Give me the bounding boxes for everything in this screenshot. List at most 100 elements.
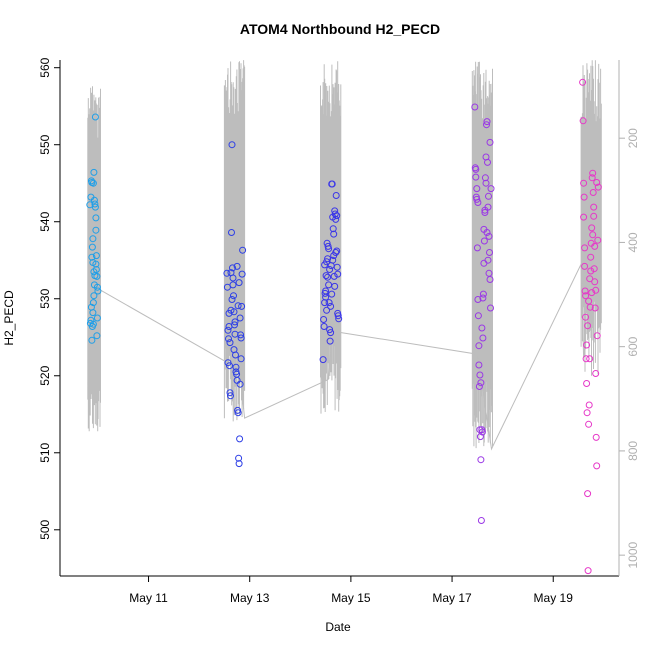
data-point <box>329 256 337 264</box>
data-point <box>592 433 600 441</box>
data-point <box>589 169 597 177</box>
data-point <box>481 209 489 216</box>
data-point <box>227 392 234 400</box>
data-point <box>232 368 240 376</box>
data-point <box>88 336 96 344</box>
data-point <box>320 316 328 323</box>
data-point <box>583 380 591 387</box>
data-point <box>230 346 238 354</box>
y-tick-label-left: 540 <box>38 211 52 231</box>
chart-title: ATOM4 Northbound H2_PECD <box>240 21 440 37</box>
data-point <box>91 200 99 208</box>
y-tick-label-left: 560 <box>38 57 52 77</box>
trace-burst <box>471 61 493 449</box>
y-tick-label-left: 530 <box>38 288 52 308</box>
data-point <box>92 260 100 268</box>
data-point <box>593 179 601 186</box>
data-point <box>329 225 337 233</box>
data-point <box>474 312 482 320</box>
data-point <box>91 272 99 280</box>
data-point <box>333 263 341 271</box>
data-point <box>233 262 241 270</box>
data-point <box>594 183 602 191</box>
data-point <box>330 272 338 280</box>
data-point <box>326 337 334 345</box>
data-point <box>325 245 333 253</box>
data-point <box>479 290 487 298</box>
data-point <box>582 292 590 300</box>
data-point <box>334 270 342 278</box>
data-point <box>225 335 232 343</box>
data-point <box>481 174 489 182</box>
data-point <box>228 229 235 236</box>
data-point <box>237 355 245 363</box>
data-point <box>334 312 342 320</box>
data-point <box>231 318 239 326</box>
data-point <box>321 261 329 269</box>
data-point <box>225 323 233 330</box>
data-point <box>487 185 495 193</box>
trace-burst <box>223 60 246 422</box>
data-point <box>579 78 587 86</box>
data-point <box>90 292 98 300</box>
data-point <box>93 332 101 340</box>
x-tick-label: May 11 <box>129 591 168 605</box>
y-tick-label-right: 200 <box>626 128 640 148</box>
data-point <box>475 383 483 390</box>
data-point <box>582 355 590 363</box>
data-point <box>581 287 589 295</box>
y-tick-label-right: 800 <box>626 441 640 461</box>
data-point <box>328 180 336 188</box>
data-point <box>90 168 98 176</box>
secondary-trace <box>87 60 602 451</box>
data-point <box>328 290 336 298</box>
data-point <box>89 235 97 243</box>
data-point <box>590 212 598 220</box>
data-point <box>477 456 485 464</box>
data-point <box>472 165 480 173</box>
data-point <box>232 363 240 371</box>
data-point <box>236 314 244 322</box>
data-point <box>473 185 481 193</box>
data-point <box>472 173 480 181</box>
data-point <box>227 306 235 314</box>
data-point <box>324 273 332 281</box>
data-point <box>483 229 491 236</box>
data-point <box>88 253 96 261</box>
y-tick-label-left: 500 <box>38 519 52 539</box>
data-point <box>484 203 492 211</box>
data-point <box>586 275 594 283</box>
data-point <box>580 179 588 187</box>
data-point <box>94 287 102 295</box>
data-point <box>478 428 486 436</box>
data-point <box>90 196 98 204</box>
data-point <box>590 203 598 211</box>
data-point <box>580 213 588 221</box>
y-tick-label-right: 600 <box>626 336 640 356</box>
data-point <box>335 315 343 323</box>
data-point <box>323 306 331 314</box>
series-group <box>223 141 247 468</box>
data-point <box>230 292 237 300</box>
data-point <box>584 567 592 575</box>
trace-connector-line <box>95 263 585 451</box>
x-tick-label: May 13 <box>230 591 270 605</box>
data-point <box>475 342 483 350</box>
data-point <box>332 192 340 199</box>
data-point <box>487 304 494 312</box>
data-point <box>228 296 236 303</box>
data-point <box>226 339 234 347</box>
data-point <box>235 460 243 468</box>
data-point <box>324 255 332 263</box>
data-point <box>474 296 482 303</box>
data-point <box>471 103 479 111</box>
data-point <box>477 379 485 387</box>
data-point <box>89 320 97 328</box>
data-point <box>589 231 597 239</box>
data-point <box>587 253 595 261</box>
data-point <box>237 334 245 342</box>
data-point <box>478 324 486 332</box>
data-point <box>236 380 244 388</box>
data-point <box>234 409 242 417</box>
